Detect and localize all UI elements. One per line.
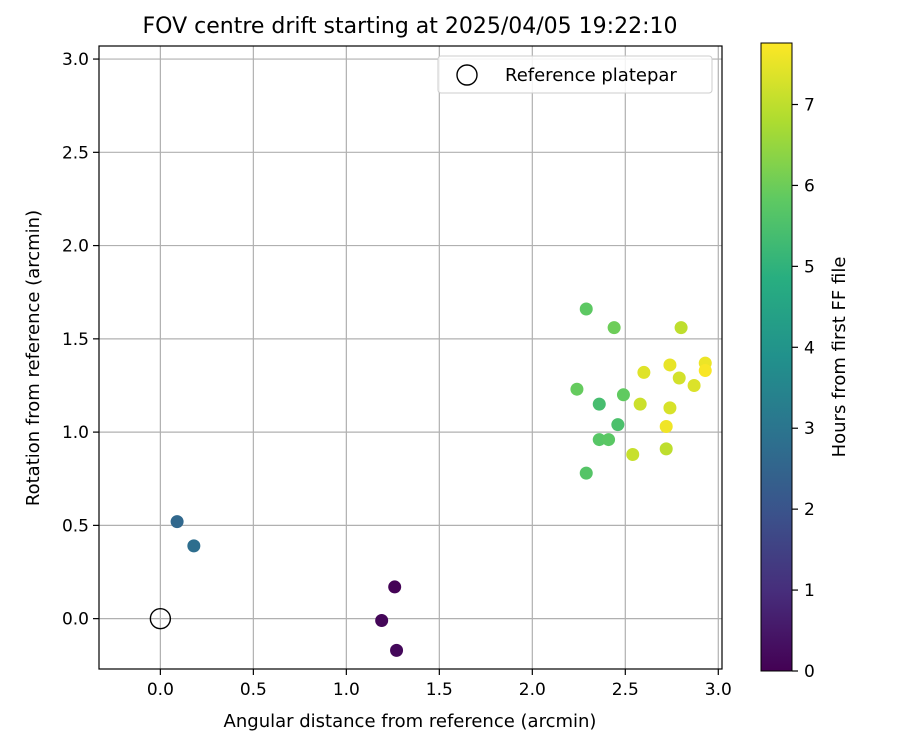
grid-lines <box>99 46 722 669</box>
x-tick-label: 0.0 <box>147 680 174 700</box>
x-tick-label: 1.0 <box>333 680 360 700</box>
data-points <box>149 302 712 657</box>
scatter-point <box>637 365 651 379</box>
y-tick-label: 0.0 <box>62 610 89 630</box>
colorbar-label: Hours from first FF file <box>829 257 850 458</box>
scatter-point <box>592 433 606 447</box>
scatter-point <box>170 515 184 529</box>
scatter-point <box>388 580 402 594</box>
colorbar-tick-label: 6 <box>804 176 815 196</box>
scatter-point <box>633 397 647 411</box>
scatter-point <box>607 321 621 335</box>
colorbar-tick-label: 2 <box>804 500 815 520</box>
y-tick-label: 2.5 <box>62 143 89 163</box>
colorbar-tick-label: 7 <box>804 96 815 116</box>
colorbar-gradient <box>760 42 793 672</box>
colorbar: 0 1 2 3 4 5 6 7 Hours from first FF file <box>760 42 850 682</box>
scatter-point <box>659 442 673 456</box>
scatter-point <box>698 364 712 378</box>
scatter-point <box>375 614 389 628</box>
scatter-point <box>616 388 630 402</box>
y-tick-label: 1.0 <box>62 423 89 443</box>
scatter-point <box>592 397 606 411</box>
y-axis-label: Rotation from reference (arcmin) <box>23 210 44 506</box>
y-tick-label: 2.0 <box>62 237 89 257</box>
y-tick-label: 0.5 <box>62 516 89 536</box>
y-tick-label: 1.5 <box>62 330 89 350</box>
scatter-point <box>674 321 688 335</box>
colorbar-tick-label: 5 <box>804 257 815 277</box>
colorbar-tick-label: 4 <box>804 338 815 358</box>
legend-label: Reference platepar <box>505 65 677 86</box>
x-tick-label: 2.5 <box>612 680 639 700</box>
legend-box <box>437 55 713 94</box>
scatter-point <box>570 382 584 396</box>
scatter-point <box>659 420 673 434</box>
scatter-point <box>672 371 686 385</box>
x-tick-label: 2.0 <box>519 680 546 700</box>
scatter-point <box>579 466 593 480</box>
x-tick-label: 0.5 <box>240 680 267 700</box>
y-tick-label: 3.0 <box>62 50 89 70</box>
scatter-point <box>663 401 677 415</box>
x-tick-label: 3.0 <box>705 680 732 700</box>
scatter-point <box>626 447 640 461</box>
scatter-point <box>187 539 201 553</box>
scatter-point <box>687 378 701 392</box>
scatter-point <box>602 433 616 447</box>
colorbar-tick-label: 3 <box>804 419 815 439</box>
scatter-point <box>390 643 404 657</box>
chart-title: FOV centre drift starting at 2025/04/05 … <box>143 14 678 39</box>
scatter-point <box>663 358 677 372</box>
scatter-point <box>579 302 593 316</box>
x-tick-label: 1.5 <box>426 680 453 700</box>
plot-area-frame <box>98 45 723 670</box>
y-axis-ticks: 0.0 0.5 1.0 1.5 2.0 2.5 3.0 <box>62 50 99 630</box>
x-axis-label: Angular distance from reference (arcmin) <box>224 711 597 732</box>
scatter-point <box>611 418 625 432</box>
colorbar-tick-label: 0 <box>804 662 815 682</box>
legend: Reference platepar <box>437 55 713 94</box>
colorbar-tick-label: 1 <box>804 581 815 601</box>
x-axis-ticks: 0.0 0.5 1.0 1.5 2.0 2.5 3.0 <box>147 669 732 700</box>
legend-marker-open-circle <box>456 64 478 86</box>
reference-platepar-marker <box>149 607 172 630</box>
colorbar-ticks: 0 1 2 3 4 5 6 7 <box>792 96 815 682</box>
